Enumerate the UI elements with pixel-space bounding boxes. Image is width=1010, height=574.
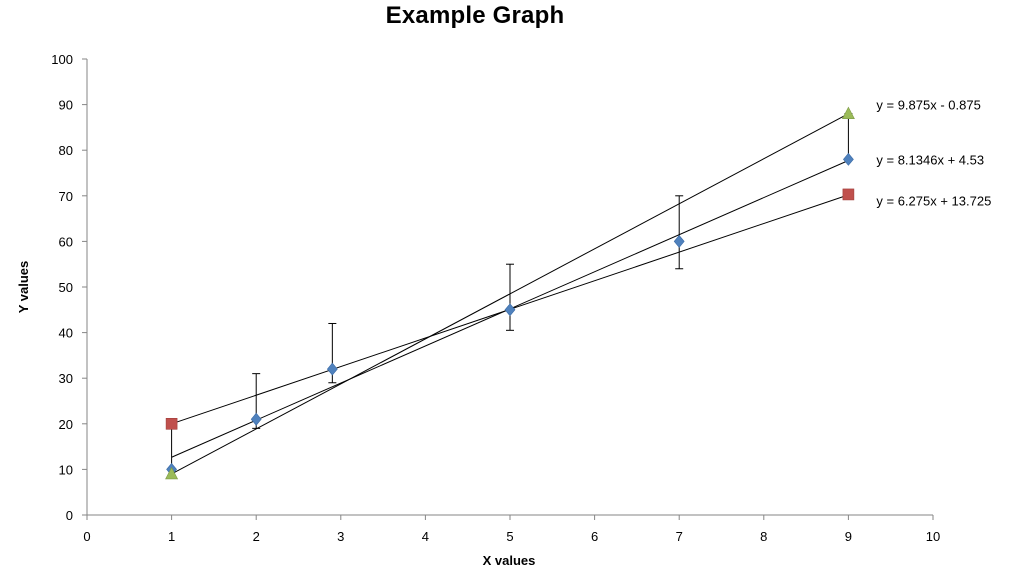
triangle-marker [165,466,179,480]
y-axis-title: Y values [16,261,31,314]
diamond-marker [504,303,516,317]
x-tick-label: 5 [506,529,513,544]
trendline-equation: y = 6.275x + 13.725 [876,193,991,208]
y-tick-label: 70 [59,189,73,204]
x-tick-label: 8 [760,529,767,544]
square-marker [165,417,178,430]
equation-labels: y = 8.1346x + 4.53 y = 6.275x + 13.725 y =… [876,98,991,209]
x-tick-label: 1 [168,529,175,544]
y-tick-label: 20 [59,417,73,432]
x-tick-label: 3 [337,529,344,544]
y-tick-label: 40 [59,326,73,341]
square-marker [842,188,855,201]
triangle-marker [841,106,855,120]
trendline-equation: y = 8.1346x + 4.53 [876,152,984,167]
x-tick-label: 2 [253,529,260,544]
error-bars [167,113,853,470]
y-tick-label: 10 [59,462,73,477]
x-tick-label: 6 [591,529,598,544]
trendline-equation: y = 9.875x - 0.875 [876,98,980,113]
y-tick-label: 50 [59,280,73,295]
diamond-marker [326,362,338,376]
diamond-marker [250,412,262,426]
y-tick-label: 90 [59,98,73,113]
x-tick-label: 4 [422,529,429,544]
x-tick-label: 7 [676,529,683,544]
x-tick-label: 10 [926,529,940,544]
data-markers [165,106,855,480]
diamond-marker [843,152,854,166]
y-tick-label: 0 [66,508,73,523]
y-tick-label: 100 [51,52,73,67]
x-axis-title: X values [483,553,536,568]
y-tick-label: 80 [59,143,73,158]
x-tick-label: 9 [845,529,852,544]
diamond-marker [673,234,685,248]
y-tick-label: 60 [59,234,73,249]
x-tick-label: 0 [83,529,90,544]
y-tick-label: 30 [59,371,73,386]
chart-title: Example Graph [385,2,565,29]
